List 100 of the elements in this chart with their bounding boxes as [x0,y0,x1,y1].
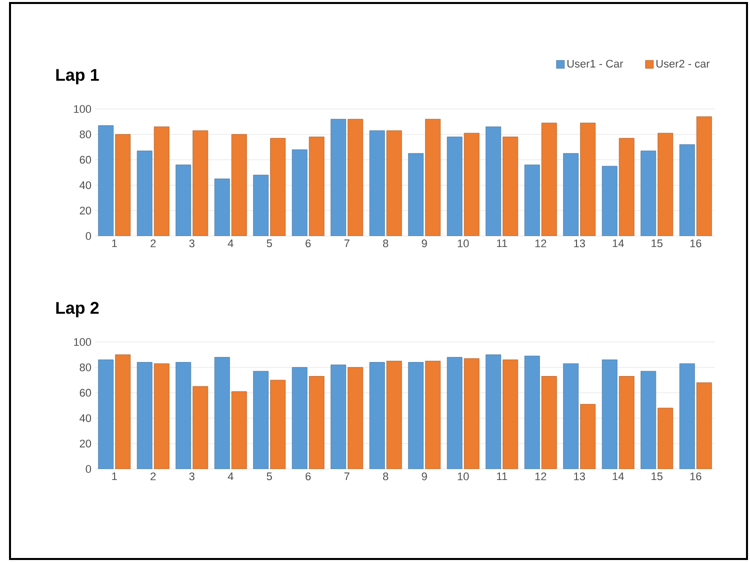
bar [292,367,308,469]
x-tick-label: 16 [690,240,702,248]
bar [369,130,385,236]
bar [696,116,712,236]
legend-label: User2 - car [656,60,710,68]
y-tick-label: 80 [80,364,92,372]
y-tick-label: 80 [80,130,92,138]
x-tick-label: 7 [344,240,350,248]
bar [386,360,402,469]
x-tick-label: 8 [383,472,388,480]
y-tick-label: 20 [80,206,92,214]
x-tick-label: 9 [422,472,427,480]
bar [502,360,518,469]
bar [231,134,247,236]
bar [464,358,480,469]
bar [136,362,152,469]
y-tick-label: 0 [86,232,92,240]
x-tick-label: 5 [266,472,272,480]
bar [154,363,170,469]
x-tick-label: 3 [189,472,194,480]
bar [580,122,596,236]
x-tick-label: 11 [497,472,508,480]
y-tick-label: 60 [80,388,92,397]
bar [446,357,462,469]
x-tick-label: 6 [306,240,311,248]
bar [308,136,324,236]
bar [618,138,634,236]
y-tick-label: 40 [80,414,92,422]
bar [330,364,346,469]
bar [231,391,247,469]
x-tick-label: 1 [112,472,117,480]
bar [679,144,695,236]
x-tick-label: 4 [228,472,234,480]
bar [580,404,596,469]
bar [192,130,208,236]
x-tick-label: 13 [574,240,585,248]
x-tick-label: 16 [690,472,702,480]
bar [136,150,152,236]
bar [425,360,441,469]
bar [541,376,557,469]
bar [425,118,441,236]
bar [253,370,269,469]
x-tick-label: 7 [344,472,350,480]
x-tick-label: 5 [266,240,272,248]
bar [154,126,170,236]
bar [270,380,286,469]
bar [502,136,518,236]
bar [446,136,462,236]
bar [348,367,364,469]
bar [330,118,346,236]
chart-title: Lap 2 [56,302,99,318]
bar [563,153,579,236]
bar [486,354,502,469]
x-tick-label: 13 [574,472,585,480]
bar [192,386,208,469]
x-tick-label: 4 [228,240,234,248]
bar [176,164,192,236]
bar [308,376,324,469]
bar [679,363,695,469]
x-tick-label: 2 [150,472,156,480]
x-tick-label: 15 [652,240,663,248]
x-tick-label: 11 [497,240,508,248]
y-tick-label: 20 [80,440,92,448]
bar [98,125,114,236]
chart-title: Lap 1 [56,69,99,84]
y-tick-label: 40 [80,181,92,190]
bar [640,370,656,469]
bar [524,356,540,469]
bar [696,382,712,469]
bar [658,132,674,236]
bar [640,150,656,236]
bar [214,178,230,236]
legend-label: User1 - Car [567,60,624,68]
bar [524,164,540,236]
bar [602,166,618,236]
y-tick-label: 0 [86,465,92,473]
bar [115,354,131,469]
y-tick-label: 100 [74,105,92,113]
bar [348,118,364,236]
bar [541,122,557,236]
bar [98,360,114,469]
bar [115,134,131,236]
bar [602,360,618,469]
x-tick-label: 15 [652,472,663,480]
x-tick-label: 14 [612,472,624,480]
bar [618,376,634,469]
x-tick-label: 2 [150,240,156,248]
bar [253,174,269,236]
bar [292,149,308,236]
x-tick-label: 10 [458,240,469,248]
y-tick-label: 100 [74,338,92,346]
x-tick-label: 9 [422,240,427,248]
bar [408,153,424,236]
x-tick-label: 12 [535,472,546,480]
x-tick-label: 14 [612,240,624,248]
bar [214,357,230,469]
bar [486,126,502,236]
x-tick-label: 10 [458,472,469,480]
bar [270,138,286,236]
bar [658,408,674,469]
